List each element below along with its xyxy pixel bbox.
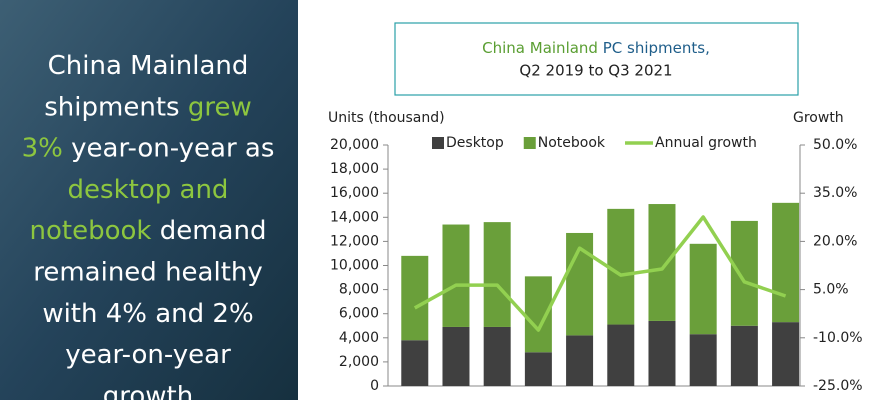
y2-tick-label: 5.0% [813, 282, 849, 298]
legend-label: Desktop [446, 135, 504, 151]
y2-tick-label: -25.0% [813, 378, 863, 394]
panel-line: year-on-year [65, 340, 231, 370]
y2-axis-label: Growth [793, 110, 844, 126]
y-tick-label: 14,000 [330, 209, 379, 225]
bar [607, 324, 635, 386]
title-part: PC shipments, [598, 39, 710, 57]
panel-text-part: notebook [30, 216, 152, 246]
panel-line: China Mainland [48, 51, 249, 81]
panel-line: growth [103, 381, 193, 400]
y-tick-label: 16,000 [330, 185, 379, 201]
bar [772, 202, 800, 323]
y-tick-label: 2,000 [339, 354, 379, 370]
title-box [394, 22, 799, 96]
panel-text-part: desktop and [68, 174, 229, 204]
y2-tick-label: 50.0% [813, 137, 857, 153]
legend-label: Notebook [538, 135, 606, 151]
panel-text-part: shipments [44, 92, 188, 122]
y-tick-label: 0 [370, 378, 379, 394]
legend-swatch [523, 137, 536, 149]
panel-line: shipments grew [44, 92, 251, 122]
y-tick-label: 6,000 [339, 306, 379, 322]
panel-text-part: China Mainland [48, 51, 249, 81]
y-tick-label: 12,000 [330, 233, 379, 249]
legend-label: Annual growth [655, 135, 757, 151]
y-tick-label: 4,000 [339, 330, 379, 346]
panel-line: remained healthy [33, 257, 263, 287]
y-axis-label: Units (thousand) [328, 110, 445, 126]
y-tick-label: 10,000 [330, 258, 379, 274]
panel-text-part: year-on-year as [63, 133, 275, 163]
panel-line: desktop and [68, 174, 229, 204]
panel-text-part: with 4% and 2% [42, 298, 253, 328]
bar [401, 255, 429, 341]
bar [730, 220, 758, 326]
bar [730, 325, 758, 386]
panel-line: notebook demand [30, 216, 267, 246]
panel-text-part: year-on-year [65, 340, 231, 370]
chart-title: China Mainland PC shipments, [482, 39, 710, 57]
panel-text: China Mainland shipments grew 3% year-on-y… [22, 51, 275, 400]
panel-background [0, 0, 298, 400]
panel-text-part: demand [151, 216, 266, 246]
bar [648, 204, 676, 321]
bar [524, 352, 552, 386]
bar [689, 243, 717, 335]
bar [689, 334, 717, 386]
panel-text-part: 3% [22, 133, 63, 163]
panel-line: with 4% and 2% [42, 298, 253, 328]
bar [442, 224, 470, 327]
y-tick-label: 8,000 [339, 282, 379, 298]
y-tick-label: 20,000 [330, 137, 379, 153]
y2-tick-label: 20.0% [813, 233, 857, 249]
panel-text-part: remained healthy [33, 257, 263, 287]
chart-subtitle: Q2 2019 to Q3 2021 [519, 62, 672, 80]
title-part: China Mainland [482, 39, 598, 57]
growth-line [413, 215, 787, 332]
bar [772, 322, 800, 386]
panel-line: 3% year-on-year as [22, 133, 275, 163]
y2-tick-label: 35.0% [813, 185, 857, 201]
y-tick-label: 18,000 [330, 161, 379, 177]
bar [607, 208, 635, 325]
bar [442, 326, 470, 386]
panel-text-part: growth [103, 381, 193, 400]
y2-tick-label: -10.0% [813, 330, 863, 346]
legend-swatch [432, 137, 444, 149]
bar [566, 335, 594, 386]
bar [483, 222, 511, 327]
bar [401, 340, 429, 386]
bar [483, 326, 511, 386]
panel-text-part: grew [188, 92, 252, 122]
bar [648, 320, 676, 386]
